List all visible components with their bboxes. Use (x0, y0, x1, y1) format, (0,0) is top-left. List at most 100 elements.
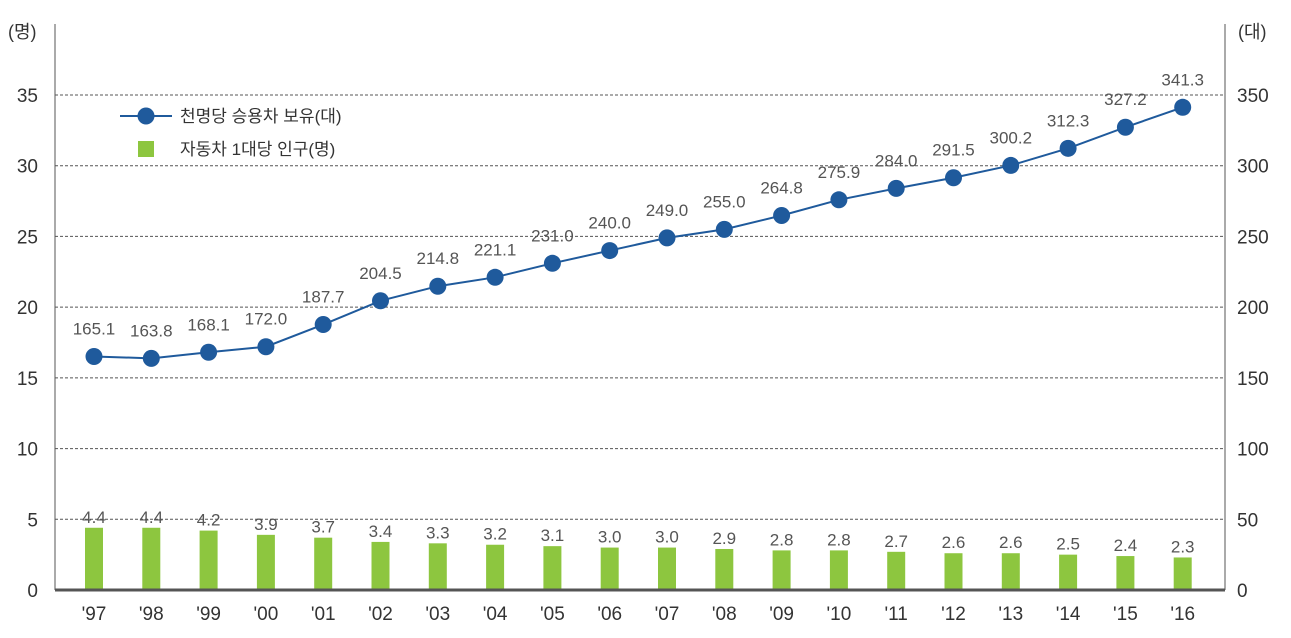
bar-data-label: 2.7 (884, 532, 908, 551)
x-tick-label: '99 (196, 604, 221, 625)
line-data-label: 255.0 (703, 192, 746, 211)
axes: 0 0 5 50 10 100 15 150 20 200 25 250 30 300 35 350 '97 '9… (17, 24, 1269, 625)
bar (428, 543, 447, 590)
line-point (773, 206, 791, 224)
bar (887, 551, 906, 590)
left-tick-label: 15 (17, 369, 38, 390)
x-tick-label: '14 (1056, 604, 1081, 625)
x-tick-label: '15 (1113, 604, 1138, 625)
line-data-label: 187.7 (302, 288, 345, 307)
bar-data-label: 2.3 (1171, 537, 1195, 556)
line-data-label: 300.2 (990, 128, 1033, 147)
line-point (601, 242, 619, 260)
line-point (1059, 139, 1077, 157)
line-point (372, 292, 389, 310)
x-tick-label: '00 (254, 604, 279, 625)
x-tick-label: '10 (827, 604, 852, 625)
left-tick-label: 25 (17, 227, 38, 248)
bar-data-label: 4.2 (197, 511, 221, 530)
line-point (486, 268, 504, 286)
line-point (200, 343, 218, 361)
line-point (543, 254, 561, 272)
bar-data-label: 3.7 (311, 518, 335, 537)
bar (1173, 557, 1192, 590)
x-tick-label: '03 (425, 604, 450, 625)
right-tick-label: 0 (1237, 581, 1248, 602)
gridlines (55, 94, 1225, 520)
legend-line-marker (137, 107, 155, 125)
line-point (257, 338, 275, 356)
line-data-label: 163.8 (130, 321, 173, 340)
line-point (945, 169, 962, 187)
left-tick-label: 5 (27, 510, 38, 531)
bar (658, 547, 676, 590)
bar (772, 550, 791, 590)
bar-data-label: 3.3 (426, 523, 450, 542)
line-data-label: 275.9 (818, 163, 861, 182)
legend-line-label: 천명당 승용차 보유(대) (180, 107, 342, 126)
line-point (142, 349, 160, 367)
x-tick-label: '08 (712, 604, 737, 625)
x-tick-label: '11 (885, 604, 908, 625)
line-data-label: 284.0 (875, 151, 918, 170)
line-data-label: 231.0 (531, 226, 574, 245)
line-data-label: 221.1 (474, 240, 517, 259)
bar-data-label: 2.9 (712, 529, 736, 548)
bar-data-label: 4.4 (139, 508, 163, 527)
bar-data-label: 2.6 (942, 533, 966, 552)
x-tick-label: '07 (655, 604, 680, 625)
line-data-label: 341.3 (1161, 70, 1204, 89)
bar-data-label: 2.8 (827, 530, 851, 549)
bar (314, 537, 333, 590)
line-point (830, 191, 848, 209)
bar-data-label: 2.5 (1056, 535, 1080, 554)
right-tick-label: 300 (1237, 157, 1269, 178)
line-point (85, 348, 103, 366)
line-point (715, 220, 733, 238)
bar (85, 527, 103, 590)
bar-data-label: 2.6 (999, 533, 1023, 552)
bar-data-label: 3.0 (598, 528, 622, 547)
x-tick-label: '04 (483, 604, 508, 625)
x-tick-label: '98 (139, 604, 164, 625)
bar (371, 541, 390, 590)
legend: 천명당 승용차 보유(대) 자동차 1대당 인구(명) (120, 107, 342, 159)
x-tick-label: '12 (941, 604, 966, 625)
bar-data-label: 3.9 (254, 515, 278, 534)
bar-data-label: 4.4 (82, 508, 106, 527)
bar (1059, 554, 1078, 590)
line-data-labels: 165.1 163.8 168.1 172.0 187.7 204.5 214.8 221.1… (73, 70, 1204, 340)
bar (944, 553, 963, 590)
bar-data-label: 2.8 (770, 530, 794, 549)
bar (256, 534, 275, 590)
left-tick-label: 20 (17, 298, 38, 319)
left-tick-label: 0 (27, 581, 38, 602)
line-data-label: 312.3 (1047, 111, 1090, 130)
line-data-label: 172.0 (245, 310, 288, 329)
bar-data-labels: 4.4 4.4 4.2 3.9 3.7 3.4 3.3 3.2 3.1 3.0 3.0 2.9 2.8 2… (82, 508, 1194, 557)
line-data-label: 291.5 (932, 141, 975, 160)
line-data-label: 264.8 (760, 178, 803, 197)
series-line (93, 106, 1184, 360)
line-series-cars-per-thousand (85, 98, 1192, 367)
right-tick-label: 250 (1237, 227, 1269, 248)
bar (829, 550, 848, 590)
x-tick-label: '02 (368, 604, 393, 625)
right-tick-label: 350 (1237, 86, 1269, 107)
bar-data-label: 3.2 (483, 525, 507, 544)
line-data-label: 204.5 (359, 264, 402, 283)
line-point (887, 179, 905, 197)
x-tick-label: '01 (311, 604, 336, 625)
right-tick-label: 200 (1237, 298, 1269, 319)
line-point (1174, 98, 1192, 116)
x-tick-label: '16 (1170, 604, 1195, 625)
right-axis-unit: (대) (1238, 22, 1267, 42)
bar-data-label: 2.4 (1114, 536, 1138, 555)
bar (1116, 556, 1135, 590)
bar (543, 546, 562, 590)
left-tick-label: 10 (17, 440, 38, 461)
left-axis-unit: (명) (8, 22, 37, 42)
line-point (1116, 118, 1134, 136)
left-tick-label: 30 (17, 157, 38, 178)
x-tick-label: '05 (540, 604, 565, 625)
